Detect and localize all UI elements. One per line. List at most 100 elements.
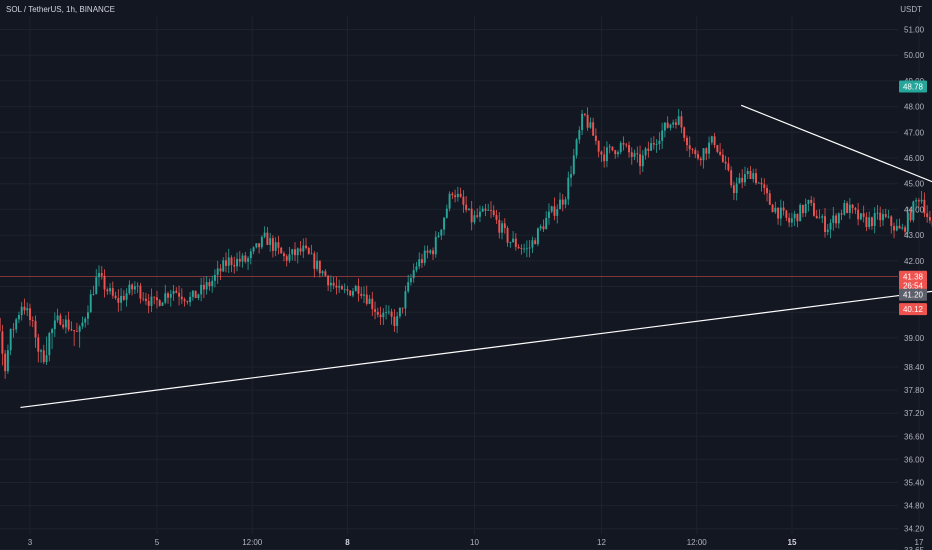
candle-body: [144, 298, 147, 301]
candle-body: [213, 274, 216, 281]
candle-body: [376, 311, 379, 315]
candle-body: [636, 153, 639, 155]
candle-body: [445, 208, 448, 218]
candle-body: [294, 249, 296, 256]
candle-body: [661, 130, 664, 141]
candle-body: [352, 291, 354, 296]
candle-body: [45, 355, 48, 363]
price-tick-label: 44.00: [904, 205, 925, 214]
candle-body: [757, 182, 760, 184]
candle-body: [727, 163, 730, 171]
candle-body: [42, 350, 45, 363]
candle-body: [103, 275, 106, 290]
price-badge-label: 41.38: [903, 273, 924, 282]
candle-body: [498, 219, 501, 233]
candle-body: [564, 199, 567, 205]
candle-body: [285, 256, 288, 261]
candle-body: [125, 293, 128, 300]
candle-body: [412, 270, 415, 279]
candle-body: [904, 227, 907, 232]
candle-body: [382, 312, 385, 318]
candle-body: [545, 217, 548, 230]
candle-body: [490, 210, 492, 211]
candle-body: [796, 213, 799, 222]
price-tick-label: 37.20: [904, 409, 925, 418]
candle-body: [879, 212, 882, 221]
candle-body: [418, 259, 421, 267]
candle-body: [62, 324, 65, 328]
candle-body: [862, 213, 865, 217]
candle-body: [663, 122, 666, 131]
candle-body: [385, 312, 388, 314]
candle-body: [909, 212, 912, 221]
candle-body: [666, 122, 669, 128]
candle-body: [89, 294, 92, 313]
candle-body: [589, 122, 592, 128]
candle-body: [465, 204, 468, 210]
candle-body: [788, 217, 791, 223]
candle-body: [501, 223, 504, 233]
candle-body: [652, 143, 655, 145]
price-tick-label: 36.60: [904, 432, 925, 441]
candle-body: [633, 153, 636, 157]
support-trendline[interactable]: [20, 280, 932, 409]
resistance-trendline[interactable]: [740, 104, 932, 209]
candle-body: [597, 140, 600, 152]
candle-body: [335, 285, 338, 288]
candle-body: [898, 225, 901, 229]
candle-body: [401, 307, 404, 309]
candle-body: [561, 199, 564, 205]
candle-body: [650, 143, 653, 151]
candlestick-series: [0, 107, 932, 379]
candle-body: [440, 229, 443, 236]
time-tick-label: 15: [788, 538, 797, 547]
candle-body: [738, 177, 741, 184]
candle-body: [512, 238, 515, 243]
candle-body: [719, 151, 722, 155]
candle-body: [520, 248, 523, 250]
candle-body: [274, 242, 277, 251]
price-tick-label: 35.40: [904, 479, 925, 488]
candle-body: [296, 248, 299, 256]
candle-body: [920, 199, 923, 202]
candle-body: [277, 242, 280, 248]
candle-body: [84, 318, 87, 323]
candle-body: [625, 144, 628, 146]
candle-body: [114, 295, 117, 299]
candle-body: [67, 319, 70, 330]
candle-body: [227, 257, 230, 266]
candle-body: [398, 307, 401, 317]
candle-body: [832, 215, 835, 223]
candle-body: [92, 294, 95, 295]
candle-body: [743, 174, 746, 183]
candle-body: [843, 203, 846, 215]
candle-body: [456, 193, 459, 198]
candle-body: [205, 282, 208, 290]
price-badge: [899, 303, 927, 316]
candle-body: [288, 254, 291, 261]
price-tick-label: 34.20: [904, 525, 925, 534]
candle-body: [164, 293, 167, 303]
candle-body: [64, 319, 67, 328]
candle-body: [702, 148, 705, 161]
candle-body: [340, 286, 343, 290]
candle-body: [271, 238, 274, 251]
candle-body: [686, 137, 688, 146]
candle-body: [534, 240, 537, 245]
trendlines[interactable]: [20, 104, 932, 409]
candle-body: [98, 273, 100, 278]
time-tick-label: 12:00: [242, 538, 263, 547]
candle-body: [926, 213, 929, 218]
candle-body: [1, 331, 4, 354]
candle-body: [37, 337, 40, 352]
candle-body: [647, 148, 650, 151]
candle-body: [249, 251, 252, 259]
candle-body: [117, 298, 120, 303]
candle-body: [175, 290, 178, 293]
candle-body: [572, 155, 575, 175]
candle-body: [859, 213, 862, 220]
candle-body: [183, 299, 186, 302]
